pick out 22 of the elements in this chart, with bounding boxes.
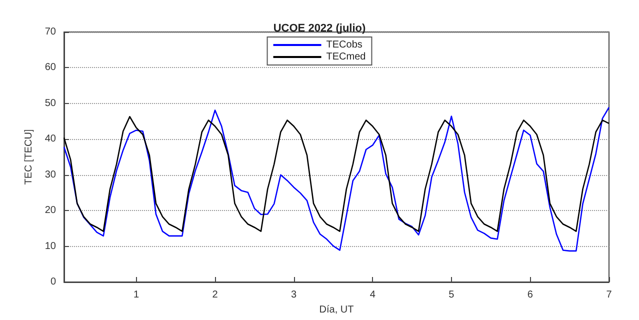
y-tick-label: 20 [44,205,56,216]
legend-label: TECobs [326,40,362,50]
y-tick-label: 60 [44,62,56,74]
y-tick-label: 40 [44,134,56,145]
x-tick-label: 3 [291,290,298,300]
line-series [63,116,610,232]
x-tick-label: 7 [606,290,612,300]
y-tick-label: 0 [50,276,56,288]
y-tick-label: 50 [44,98,56,109]
legend-label: TECmed [326,52,366,62]
y-tick-label: 70 [44,26,56,38]
y-axis-title: TEC [TECU] [23,129,34,185]
x-tick-label: 2 [212,290,218,300]
y-tick-label: 10 [44,240,56,252]
x-tick-label: 1 [133,290,140,300]
y-tick-label: 30 [44,169,56,180]
chart-title: UCOE 2022 (julio) [273,22,366,34]
x-tick-label: 5 [448,290,455,300]
x-axis-title: Día, UT [319,304,354,316]
line-series [63,106,610,252]
x-tick-label: 6 [527,290,534,300]
x-tick-label: 4 [370,290,376,300]
